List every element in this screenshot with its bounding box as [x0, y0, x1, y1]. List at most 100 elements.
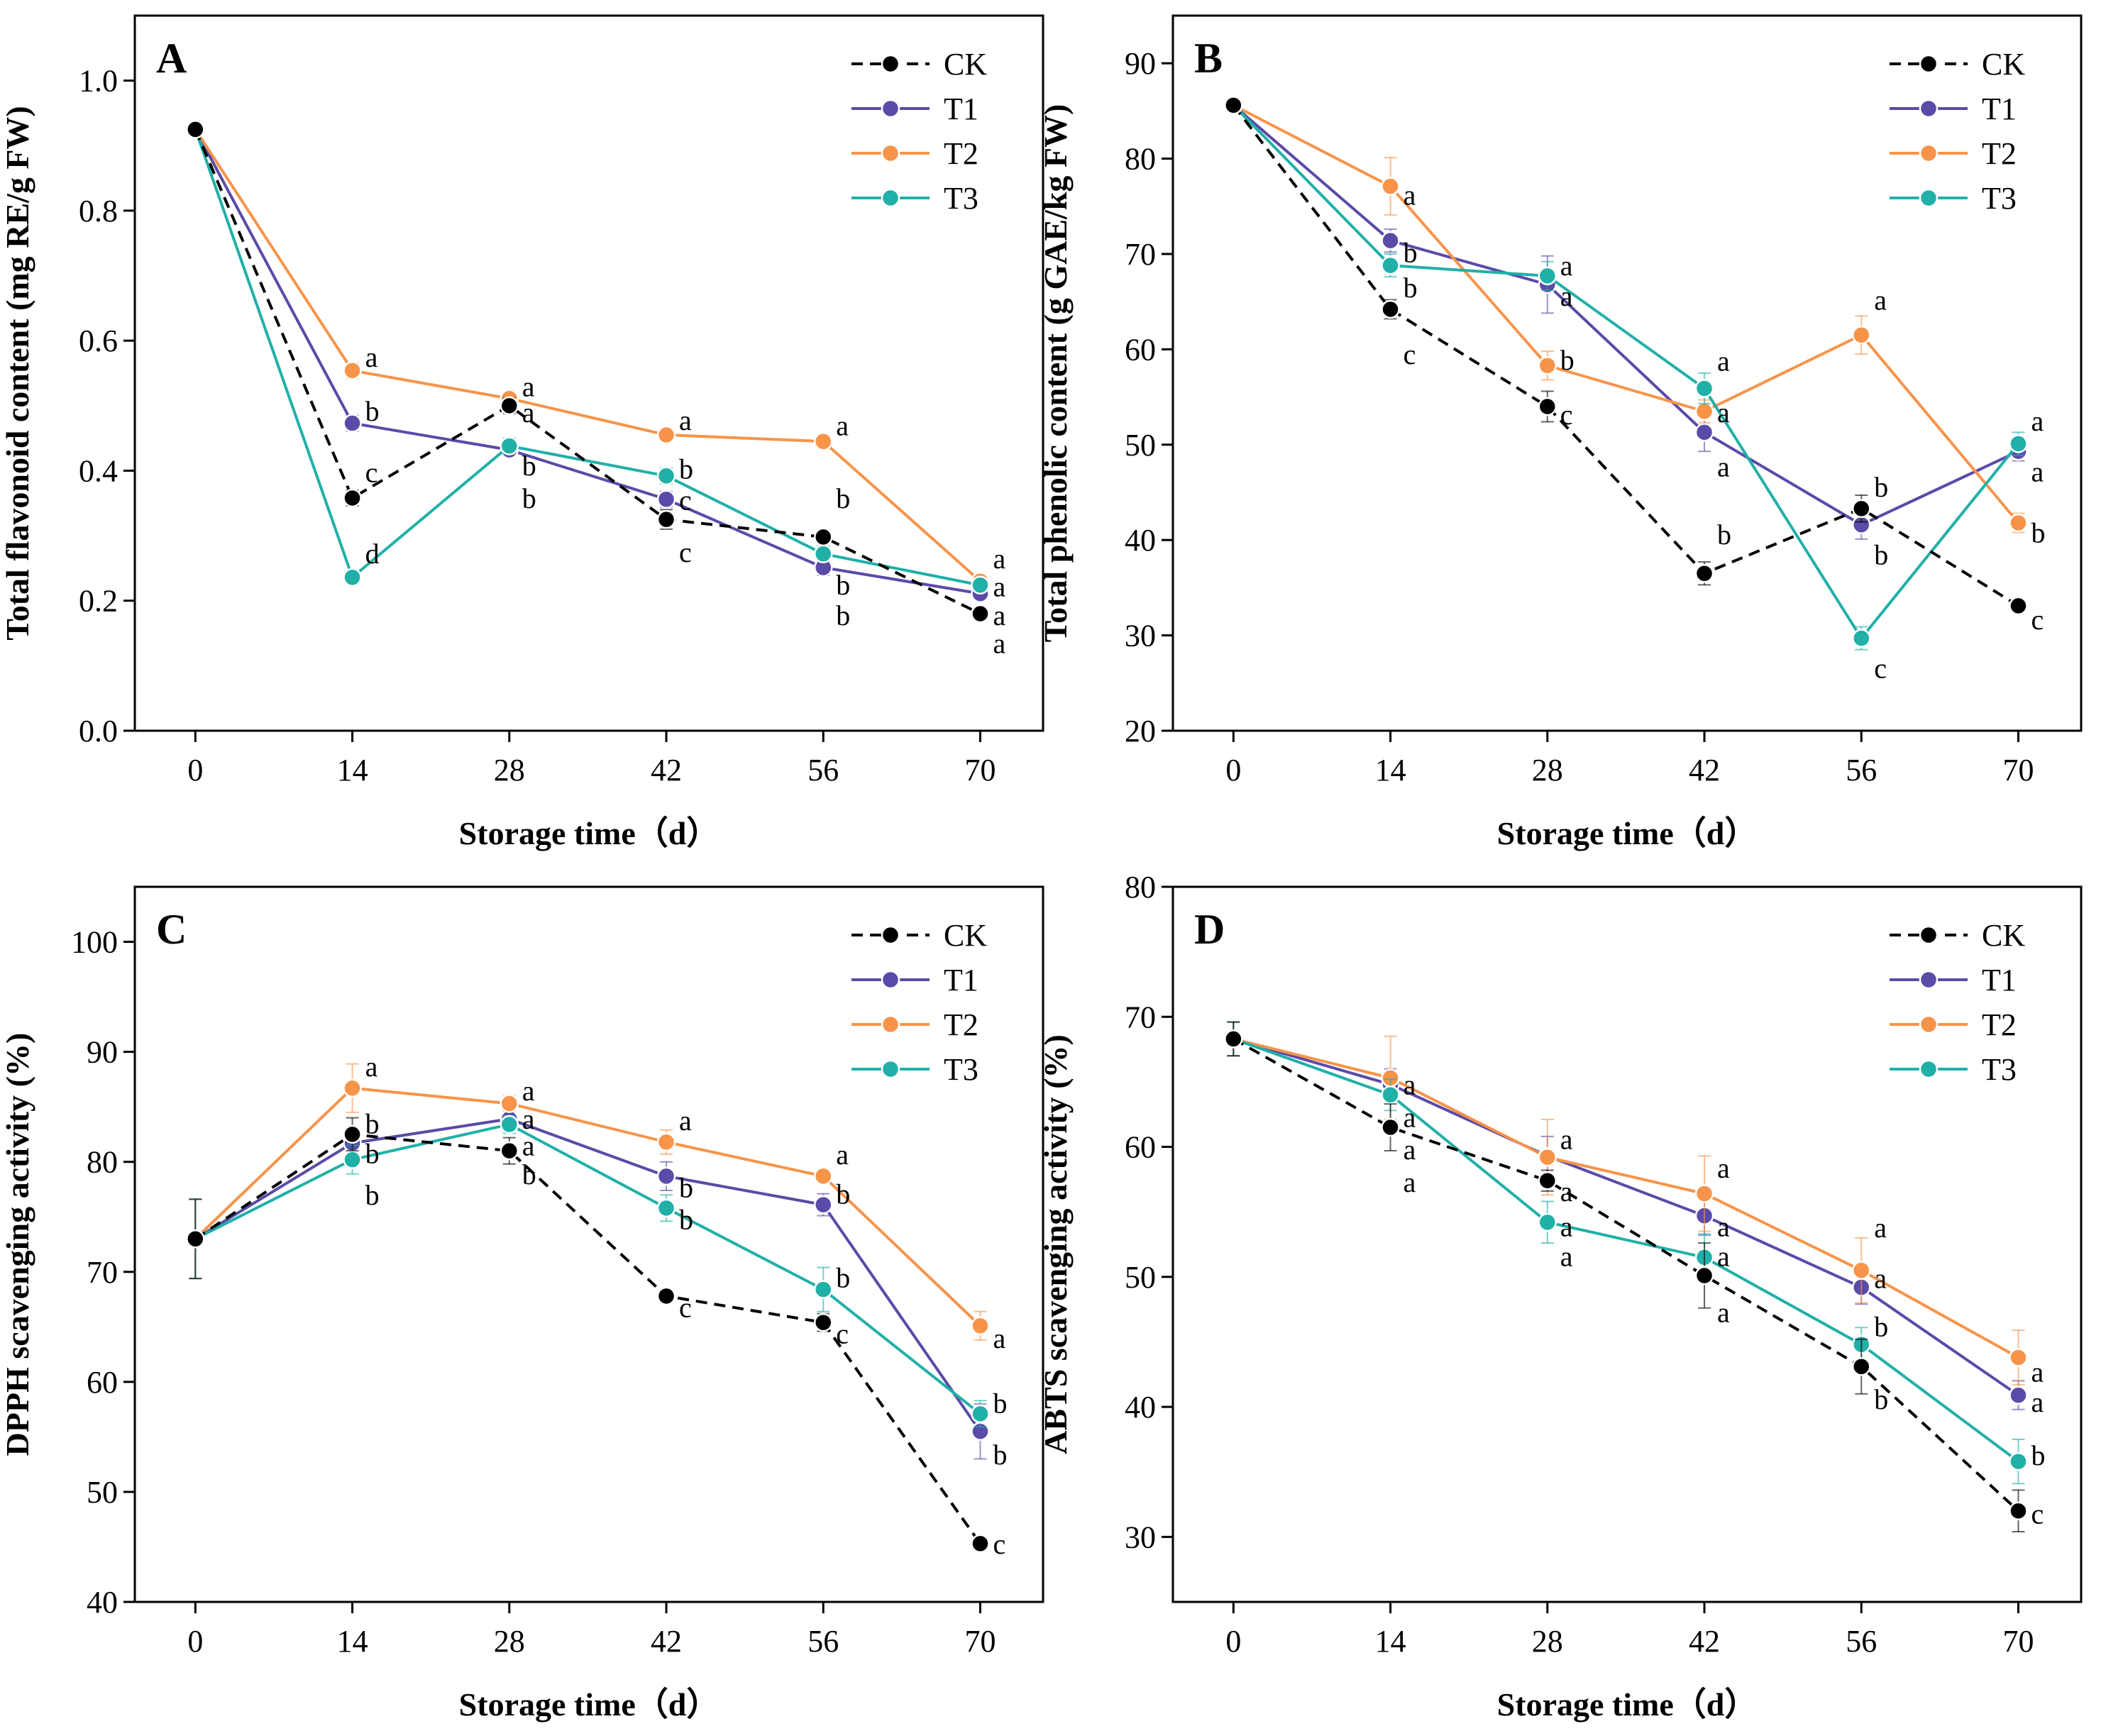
- panel-d-significance-letter: a: [1717, 1296, 1730, 1328]
- panel-b-series-t3-point: [1538, 266, 1557, 286]
- panel-b-series-t3-point: [1381, 255, 1400, 275]
- panel-c-y-tick-label: 80: [87, 1145, 118, 1180]
- panel-a-series-ck-line: [194, 128, 981, 615]
- panel-d-series-t1-point: [2009, 1386, 2028, 1405]
- panel-c-legend-label-t3: T3: [944, 1052, 978, 1087]
- panel-d-significance-letter: a: [1717, 1152, 1730, 1184]
- panel-b-significance-letter: a: [2031, 455, 2044, 487]
- panel-c-series-t2-point: [971, 1316, 990, 1336]
- panel-b-significance-letter: a: [1717, 451, 1730, 483]
- panel-b-significance-letter: b: [1717, 519, 1731, 551]
- panel-b-x-axis-label: Storage time（d）: [1497, 815, 1758, 851]
- panel-b-series-ck-point: [1694, 563, 1714, 583]
- panel-a-y-tick-label: 0.8: [79, 194, 118, 228]
- panel-c-significance-letter: b: [836, 1178, 850, 1210]
- panel-a-significance-letter: a: [522, 397, 535, 429]
- panel-c-significance-letter: b: [365, 1179, 380, 1211]
- panel-d-significance-letter: a: [1404, 1069, 1416, 1101]
- panel-c-significance-letter: a: [836, 1139, 849, 1171]
- panel-a-x-tick-label: 42: [651, 753, 682, 787]
- panel-a-significance-letter: c: [365, 456, 378, 488]
- panel-d-series-t2-point: [1694, 1184, 1714, 1203]
- panel-c-series-ck: [186, 1117, 990, 1554]
- panel-c-x-tick-label: 28: [494, 1624, 525, 1659]
- panel-b-significance-letter: b: [1560, 344, 1575, 376]
- panel-d-series-t2-point: [2009, 1348, 2028, 1367]
- panel-a-significance-letter: b: [836, 482, 850, 514]
- panel-c-series-t2-point: [814, 1166, 833, 1186]
- panel-b-y-tick-label: 80: [1125, 142, 1156, 177]
- panel-a-legend-label-t1: T1: [944, 92, 978, 126]
- panel-a-x-tick-label: 0: [187, 753, 203, 787]
- panel-c-significance-letter: c: [679, 1291, 692, 1323]
- panel-b-legend-label-t2: T2: [1982, 136, 2017, 171]
- panel-b-significance-letter: b: [1404, 236, 1418, 268]
- panel-d: D ABTS scavenging activity (%) Storage t…: [1037, 870, 2083, 1723]
- panel-a-legend-marker-t3: [881, 188, 900, 208]
- panel-a-series-t3-line: [194, 128, 981, 587]
- panel-c-series-ck-point: [186, 1229, 205, 1249]
- panel-a-significance-letter: b: [522, 450, 536, 482]
- panel-b-significance-letter: a: [1717, 397, 1730, 429]
- panel-b-series-t3-point: [2009, 434, 2028, 453]
- panel-c-significance-letter: b: [679, 1171, 693, 1203]
- panel-a-series-ck-point: [656, 509, 676, 529]
- panel-a-significance-letter: c: [679, 485, 692, 516]
- panel-d-series-t3-point: [2009, 1452, 2028, 1471]
- panel-d-series-ck-point: [2009, 1501, 2028, 1520]
- panel-c-y-tick-label: 100: [71, 925, 118, 960]
- panel-a-significance-letter: d: [365, 538, 380, 570]
- panel-a-significance-letter: b: [679, 453, 693, 485]
- panel-b-plot-frame: [1171, 14, 2083, 732]
- panel-d-y-tick-label: 40: [1125, 1390, 1156, 1425]
- panel-c: C DPPH scavenging activity (%) Storage t…: [0, 885, 1044, 1723]
- panel-b-legend-marker-t2: [1919, 143, 1939, 163]
- panel-a-y-tick-label: 0.6: [79, 324, 118, 358]
- panel-c-x-tick-label: 0: [187, 1624, 203, 1659]
- panel-b-legend-marker-ck: [1919, 54, 1939, 74]
- panel-c-legend-label-t2: T2: [944, 1007, 978, 1042]
- panel-a-series-t3-point: [656, 466, 676, 486]
- panel-a-significance-letter: a: [993, 627, 1006, 659]
- panel-d-legend-label-t2: T2: [1982, 1007, 2017, 1042]
- panel-d-y-tick-label: 50: [1125, 1260, 1156, 1295]
- panel-c-x-tick-label: 56: [807, 1624, 839, 1659]
- panel-c-legend-marker-t1: [881, 970, 900, 990]
- panel-b-series-t3-line: [1232, 104, 2020, 641]
- panel-b-series-t1-line: [1233, 104, 2019, 526]
- panel-d-significance-letter: a: [1404, 1166, 1416, 1198]
- panel-a-significance-letter: b: [365, 395, 380, 427]
- panel-c-significance-letter: c: [836, 1318, 849, 1350]
- panel-a-series-t3-point: [500, 436, 519, 455]
- panel-d-series-t3-line: [1233, 1037, 2019, 1463]
- panel-c-series-ck-point: [500, 1141, 519, 1161]
- panel-b-series-t3-point: [1694, 379, 1714, 398]
- panel-d-significance-letter: a: [1404, 1101, 1416, 1133]
- panel-d-legend-marker-t1: [1919, 970, 1939, 990]
- panel-d-plot-frame: [1171, 885, 2083, 1603]
- panel-d-series-t3-point: [1538, 1212, 1557, 1232]
- panel-b-y-axis-label: Total phenolic content (g GAE/kg FW): [1037, 104, 1074, 643]
- panel-d-series-ck-point: [1694, 1266, 1714, 1286]
- panel-b-significance-letter: c: [1404, 338, 1416, 370]
- panel-a-y-tick-label: 0.0: [79, 714, 118, 748]
- panel-b-series-t1-point: [1694, 423, 1714, 442]
- panel-c-legend-label-ck: CK: [944, 918, 987, 953]
- panel-d-series-ck: [1224, 1021, 2028, 1533]
- panel-d-series-ck-point: [1224, 1029, 1243, 1049]
- panel-d-legend-marker-t2: [1919, 1014, 1939, 1034]
- panel-b-series-ck: [1224, 96, 2028, 616]
- panel-c-significance-letter: b: [365, 1137, 380, 1169]
- panel-c-series-t2-point: [656, 1132, 676, 1152]
- panel-a-series-ck-point: [186, 120, 205, 139]
- panel-c-series-ck-point: [971, 1534, 990, 1554]
- panel-d-x-tick-label: 56: [1846, 1624, 1877, 1659]
- panel-c-series-ck-point: [343, 1124, 362, 1144]
- panel-b-series-ck-point: [1381, 299, 1400, 319]
- panel-c-significance-letter: c: [993, 1528, 1006, 1560]
- panel-b-series-t2-point: [1538, 355, 1557, 375]
- panel-a-x-axis-label: Storage time（d）: [459, 815, 719, 851]
- panel-c-y-tick-label: 60: [87, 1365, 118, 1400]
- panel-c-series-ck-point: [656, 1286, 676, 1306]
